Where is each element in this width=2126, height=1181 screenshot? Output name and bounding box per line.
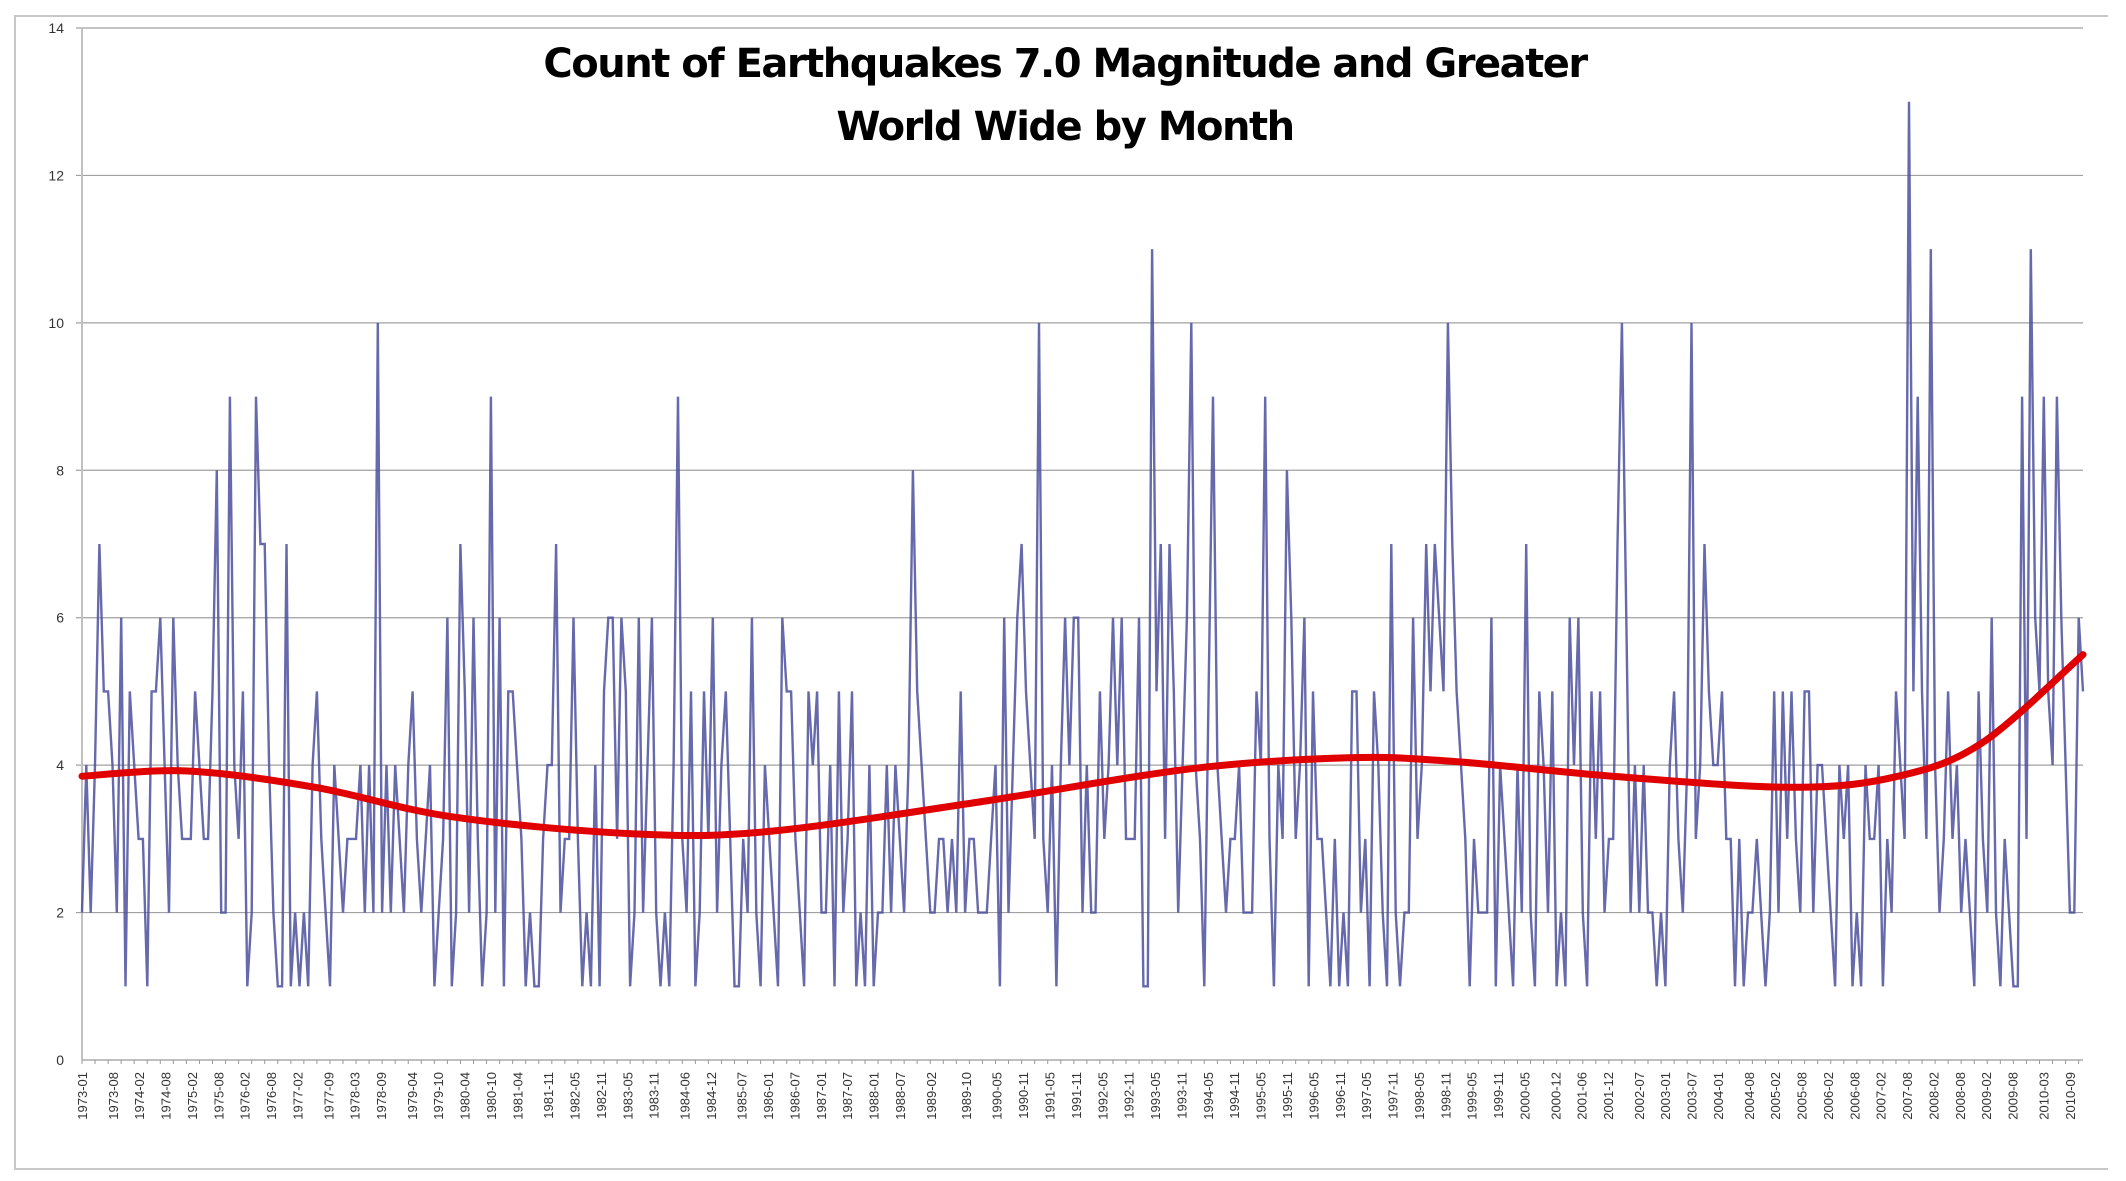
x-tick-label: 1980-04 [458,1072,473,1120]
x-tick-label: 2010-09 [2063,1072,2078,1120]
chart-subtitle: World Wide by Month [836,104,1293,150]
x-tick-label: 1983-11 [647,1072,662,1119]
y-tick-label: 8 [56,462,64,478]
x-tick-label: 1985-07 [735,1072,750,1120]
x-tick-label: 1974-02 [132,1072,147,1120]
chart-title: Count of Earthquakes 7.0 Magnitude and G… [543,41,1588,87]
x-tick-label: 2008-08 [1953,1072,1968,1120]
trend-layer [78,651,2087,840]
x-tick-label: 1999-11 [1491,1072,1506,1119]
x-tick-label: 1993-11 [1175,1072,1190,1119]
x-tick-label: 2010-03 [2036,1072,2051,1120]
x-tick-label: 1986-01 [761,1072,776,1120]
x-tick-label: 1975-02 [185,1072,200,1120]
x-tick-label: 2000-05 [1518,1072,1533,1120]
x-tick-label: 1978-09 [374,1072,389,1120]
x-tick-label: 2001-12 [1601,1072,1616,1120]
x-tick-label: 1997-05 [1359,1072,1374,1120]
x-tick-label: 1973-01 [75,1072,90,1120]
x-tick-label: 1979-04 [405,1072,420,1120]
x-tick-label: 1981-11 [541,1072,556,1119]
gridlines [76,27,2083,1061]
x-tick-label: 1974-08 [159,1072,174,1120]
x-tick-label: 1980-10 [484,1072,499,1120]
y-tick-label: 12 [48,167,64,183]
x-tick-label: 1982-05 [568,1072,583,1120]
x-tick-label: 1988-01 [867,1072,882,1120]
x-tick-label: 1993-05 [1148,1072,1163,1120]
x-tick-label: 1995-11 [1280,1072,1295,1119]
x-tick-label: 1989-10 [959,1072,974,1120]
x-tick-label: 1992-11 [1122,1072,1137,1119]
x-tick-label: 1978-03 [348,1072,363,1120]
x-tick-label: 1997-11 [1386,1072,1401,1119]
x-tick-label: 1973-08 [106,1072,121,1120]
x-tick-label: 1994-11 [1227,1072,1242,1119]
y-tick-label: 14 [48,20,64,36]
x-tick-label: 1998-05 [1412,1072,1427,1120]
x-axis: 1973-01 1973-08 1974-02 1974-08 1975-02 1975-… [75,1060,2080,1120]
x-tick-label: 1999-05 [1465,1072,1480,1120]
x-tick-label: 1976-08 [264,1072,279,1120]
series-line-monthly-count [80,101,2085,988]
x-tick-label: 1990-05 [990,1072,1005,1120]
x-tick-label: 2003-07 [1685,1072,1700,1120]
x-tick-label: 2006-02 [1821,1072,1836,1120]
x-tick-label: 1984-12 [704,1072,719,1120]
x-tick-label: 1987-07 [840,1072,855,1120]
x-tick-label: 1977-02 [291,1072,306,1120]
x-tick-label: 1981-04 [510,1072,525,1120]
x-tick-label: 2001-06 [1575,1072,1590,1120]
x-tick-label: 2003-01 [1658,1072,1673,1120]
x-tick-label: 1996-11 [1333,1072,1348,1119]
x-tick-label: 1989-02 [924,1072,939,1120]
x-tick-label: 1988-07 [893,1072,908,1120]
x-tick-label: 2005-02 [1768,1072,1783,1120]
y-tick-label: 10 [48,315,64,331]
x-tick-label: 2004-01 [1711,1072,1726,1120]
series-layer [80,101,2085,988]
x-tick-label: 1990-11 [1016,1072,1031,1119]
x-tick-label: 1986-07 [787,1072,802,1120]
y-tick-label: 0 [56,1052,64,1068]
x-tick-label: 2009-08 [2006,1072,2021,1120]
x-tick-label: 1991-05 [1043,1072,1058,1120]
x-tick-label: 2009-02 [1979,1072,1994,1120]
x-tick-label: 2006-08 [1847,1072,1862,1120]
chart-frame [14,15,2108,1170]
x-tick-label: 1984-06 [678,1072,693,1120]
x-tick-label: 1976-02 [238,1072,253,1120]
x-tick-label: 1991-11 [1069,1072,1084,1119]
x-tick-label: 2007-02 [1874,1072,1889,1120]
y-axis-ticks: 0 2 4 6 8 10 12 14 [48,20,64,1068]
x-tick-label: 1977-09 [321,1072,336,1120]
trend-line [78,651,2087,840]
x-tick-label: 1982-11 [594,1072,609,1119]
y-tick-label: 6 [56,610,64,626]
y-tick-label: 2 [56,905,64,921]
x-tick-label: 1994-05 [1201,1072,1216,1120]
x-tick-label: 1995-05 [1254,1072,1269,1120]
x-tick-label: 1992-05 [1095,1072,1110,1120]
x-tick-label: 1983-05 [620,1072,635,1120]
x-tick-label: 2000-12 [1548,1072,1563,1120]
x-tick-label: 1987-01 [814,1072,829,1120]
x-tick-label: 1975-08 [211,1072,226,1120]
x-tick-label: 2004-08 [1742,1072,1757,1120]
x-tick-label: 1996-05 [1306,1072,1321,1120]
y-tick-label: 4 [56,757,64,773]
x-tick-label: 2005-08 [1795,1072,1810,1120]
x-tick-label: 1979-10 [431,1072,446,1120]
x-tick-label: 1998-11 [1438,1072,1453,1119]
x-tick-label: 2002-07 [1632,1072,1647,1120]
x-tick-label: 2008-02 [1927,1072,1942,1120]
x-tick-label: 2007-08 [1900,1072,1915,1120]
